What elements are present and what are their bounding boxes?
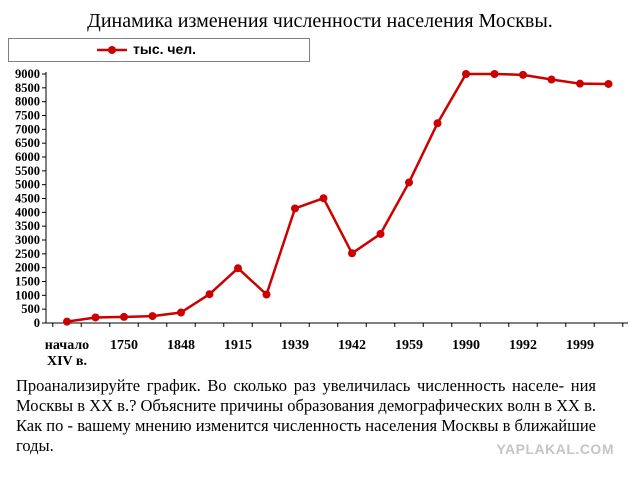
legend-label: тыс. чел.: [133, 41, 197, 57]
x-tick-label: 1959: [395, 338, 423, 353]
legend-marker-icon: [97, 46, 127, 54]
data-point: [490, 70, 499, 78]
y-tick-label: 1500: [15, 275, 40, 289]
data-point: [205, 290, 214, 299]
y-tick-label: 5000: [15, 178, 40, 192]
y-tick-label: 7500: [15, 109, 40, 123]
y-tick-label: 7000: [15, 122, 40, 136]
y-tick-label: 1000: [15, 288, 40, 302]
data-point: [604, 79, 613, 88]
data-point: [433, 119, 442, 128]
x-tick-label: 1990: [452, 338, 480, 353]
data-point: [376, 229, 385, 238]
x-tick-label: 1942: [338, 338, 366, 353]
data-point: [148, 312, 157, 321]
y-tick-label: 6000: [15, 150, 40, 164]
data-point: [319, 194, 328, 203]
x-tick-label: 1999: [566, 338, 594, 353]
y-tick-label: 4500: [15, 192, 40, 206]
data-point: [91, 313, 100, 322]
x-tick-label: 1915: [224, 338, 252, 353]
y-tick-label: 500: [21, 302, 40, 316]
y-tick-label: 2500: [15, 247, 40, 261]
data-point: [519, 70, 527, 79]
data-point: [177, 308, 185, 317]
x-tick-label: 1992: [509, 338, 537, 353]
data-point: [234, 264, 242, 273]
y-tick-label: 4000: [15, 205, 40, 219]
chart-title: Динамика изменения численности населения…: [87, 10, 553, 32]
data-point: [348, 249, 356, 258]
y-tick-label: 6500: [15, 136, 40, 150]
y-tick-label: 3000: [15, 233, 40, 247]
data-point: [405, 178, 413, 187]
population-line-chart: 0500100015002000250030003500400045005000…: [15, 67, 628, 369]
data-point: [262, 290, 271, 299]
y-tick-label: 2000: [15, 261, 40, 275]
series-line: [66, 72, 609, 323]
x-tick-label: начало: [45, 338, 89, 353]
watermark: YAPLAKAL.COM: [496, 441, 614, 457]
y-tick-label: 8500: [15, 81, 40, 95]
data-point: [547, 75, 556, 84]
chart-legend: тыс. чел.: [8, 38, 310, 62]
data-point: [462, 70, 470, 78]
y-tick-label: 3500: [15, 219, 40, 233]
x-tick-label: 1848: [167, 338, 195, 353]
x-tick-label: 1750: [110, 338, 138, 353]
data-point: [120, 312, 128, 321]
y-tick-label: 8000: [15, 95, 40, 109]
data-point: [576, 79, 584, 88]
x-tick-label: XIV в.: [47, 354, 87, 369]
data-point: [63, 317, 71, 326]
y-tick-label: 5500: [15, 164, 40, 178]
y-tick-label: 0: [34, 316, 40, 330]
question-text: Проанализируйте график. Во сколько раз у…: [16, 376, 596, 455]
y-tick-label: 9000: [15, 67, 40, 81]
x-tick-label: 1939: [281, 338, 309, 353]
data-point: [291, 204, 299, 213]
